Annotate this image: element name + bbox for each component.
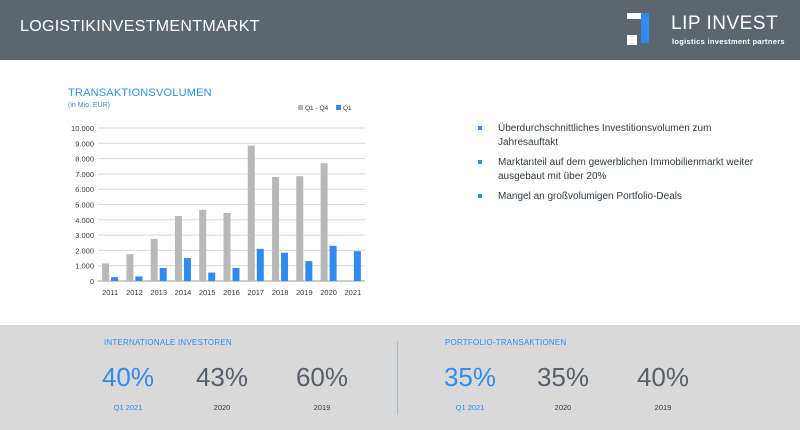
y-tick-label: 8.000 [75,155,94,164]
bar-q1-q4 [223,212,231,281]
stat-value: 35% [443,362,497,392]
bullet-icon [478,126,482,130]
bar-q1 [135,276,143,281]
section-title-portfolio-transactions: PORTFOLIO-TRANSAKTIONEN [445,338,567,347]
stat-label: 2020 [554,403,572,412]
bullet-icon [478,160,482,164]
stat-value: 60% [295,362,349,392]
y-tick-label: 6.000 [75,185,94,194]
bullet-text: Überdurchschnittliches Investitionsvolum… [498,123,712,148]
bar-q1 [329,245,337,281]
x-tick-label: 2018 [272,288,289,297]
x-tick-label: 2012 [126,288,143,297]
bar-q1-q4 [174,215,182,281]
x-tick-label: 2013 [150,288,167,297]
page-title: LOGISTIKINVESTMENTMARKT [20,18,260,35]
bullet-icon [478,194,482,198]
bar-q1 [353,251,361,281]
bar-q1-q4 [272,176,280,281]
chart-title: TRANSAKTIONSVOLUMEN [68,87,212,99]
x-tick-label: 2019 [296,288,313,297]
header-bar: LOGISTIKINVESTMENTMARKT LIP INVEST logis… [0,0,800,60]
x-tick-label: 2014 [175,288,192,297]
stats-panel [0,325,800,430]
stat-value: 40% [101,362,155,392]
bar-q1 [232,267,240,281]
bullet-text: Mangel an großvolumigen Portfolio-Deals [498,191,682,202]
bar-q1-q4 [199,209,207,281]
bullet-item: Überdurchschnittliches Investitionsvolum… [478,122,768,150]
y-tick-label: 5.000 [75,201,94,210]
stat-value: 43% [195,362,249,392]
stat-label: Q1 2021 [455,403,485,412]
legend-label: Q1 - Q4 [305,105,329,112]
chart-subtitle: (in Mio. EUR) [68,102,111,109]
stat-label: 2019 [313,403,331,412]
bar-q1-q4 [126,254,134,281]
bullet-item: Mangel an großvolumigen Portfolio-Deals [478,190,768,204]
y-tick-label: 0 [90,277,94,286]
stat-value: 35% [536,362,590,392]
y-tick-label: 3.000 [75,231,94,240]
x-tick-label: 2011 [102,288,118,297]
lip-invest-logo-icon [627,13,649,45]
bar-q1 [159,267,167,281]
logo-tagline: logistics investment partners [672,37,785,46]
x-tick-label: 2015 [199,288,216,297]
y-tick-label: 4.000 [75,216,94,225]
bullet-item: Marktanteil auf dem gewerblichen Immobil… [478,156,768,184]
bullet-list: Überdurchschnittliches Investitionsvolum… [478,122,768,210]
y-tick-label: 2.000 [75,246,94,255]
stat-label: Q1 2021 [113,403,143,412]
bar-q1 [256,248,264,281]
logo-name: LIP INVEST [671,13,779,34]
stats-divider [397,341,398,415]
bar-q1 [281,252,289,281]
bar-q1-q4 [247,145,255,281]
legend-swatch [298,105,303,110]
legend-label: Q1 [343,105,352,112]
y-tick-label: 1.000 [75,262,94,271]
bar-q1 [305,261,313,281]
x-tick-label: 2016 [223,288,240,297]
x-tick-label: 2021 [345,288,362,297]
stat-value: 40% [636,362,690,392]
bar-q1 [208,272,216,281]
transaction-volume-chart: 10.000 9.000 8.000 7.000 6.000 5.000 4.000 3.00… [71,105,365,297]
bullet-text: Marktanteil auf dem gewerblichen Immobil… [498,157,754,182]
bar-q1 [183,258,191,281]
x-tick-label: 2017 [247,288,264,297]
y-tick-label: 9.000 [75,139,94,148]
legend-swatch [336,105,341,110]
bar-q1-q4 [320,163,328,281]
y-tick-label: 10.000 [71,124,94,133]
section-title-international-investors: INTERNATIONALE INVESTOREN [104,338,232,347]
y-tick-label: 7.000 [75,170,94,179]
stat-label: 2019 [654,403,672,412]
bar-q1-q4 [102,263,110,281]
bar-q1-q4 [150,238,158,281]
stat-label: 2020 [213,403,231,412]
bar-q1 [111,277,119,281]
x-tick-label: 2020 [320,288,337,297]
bar-q1-q4 [296,176,304,281]
